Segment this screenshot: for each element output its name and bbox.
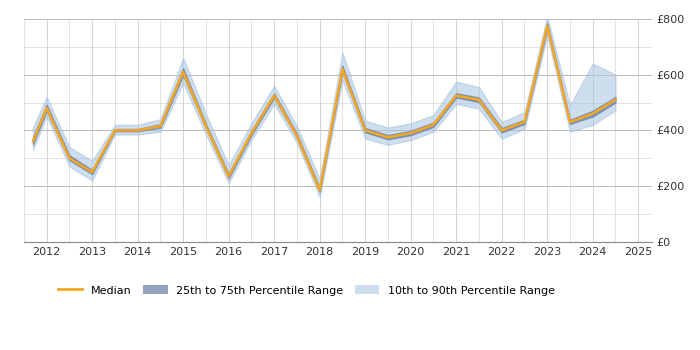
- Median: [225, 174, 233, 179]
- Median: [247, 131, 256, 135]
- Median: [361, 128, 370, 132]
- Median: [88, 170, 97, 174]
- Legend: Median, 25th to 75th Percentile Range, 10th to 90th Percentile Range: Median, 25th to 75th Percentile Range, 1…: [53, 281, 559, 300]
- Median: [111, 128, 119, 132]
- Median: [498, 128, 506, 132]
- Median: [452, 93, 461, 98]
- Median: [156, 124, 164, 128]
- Median: [429, 123, 438, 127]
- Median: [29, 139, 37, 144]
- Median: [293, 134, 301, 138]
- Median: [43, 106, 51, 110]
- Median: [520, 120, 528, 124]
- Median: [270, 93, 279, 98]
- Median: [202, 124, 210, 128]
- Median: [611, 98, 620, 102]
- Median: [543, 24, 552, 28]
- Line: Median: Median: [33, 26, 615, 190]
- Median: [338, 67, 346, 71]
- Median: [407, 131, 415, 135]
- Median: [589, 112, 597, 116]
- Median: [134, 128, 142, 132]
- Median: [566, 120, 574, 124]
- Median: [384, 135, 392, 139]
- Median: [179, 70, 188, 74]
- Median: [475, 98, 483, 102]
- Median: [316, 188, 324, 192]
- Median: [65, 156, 74, 160]
